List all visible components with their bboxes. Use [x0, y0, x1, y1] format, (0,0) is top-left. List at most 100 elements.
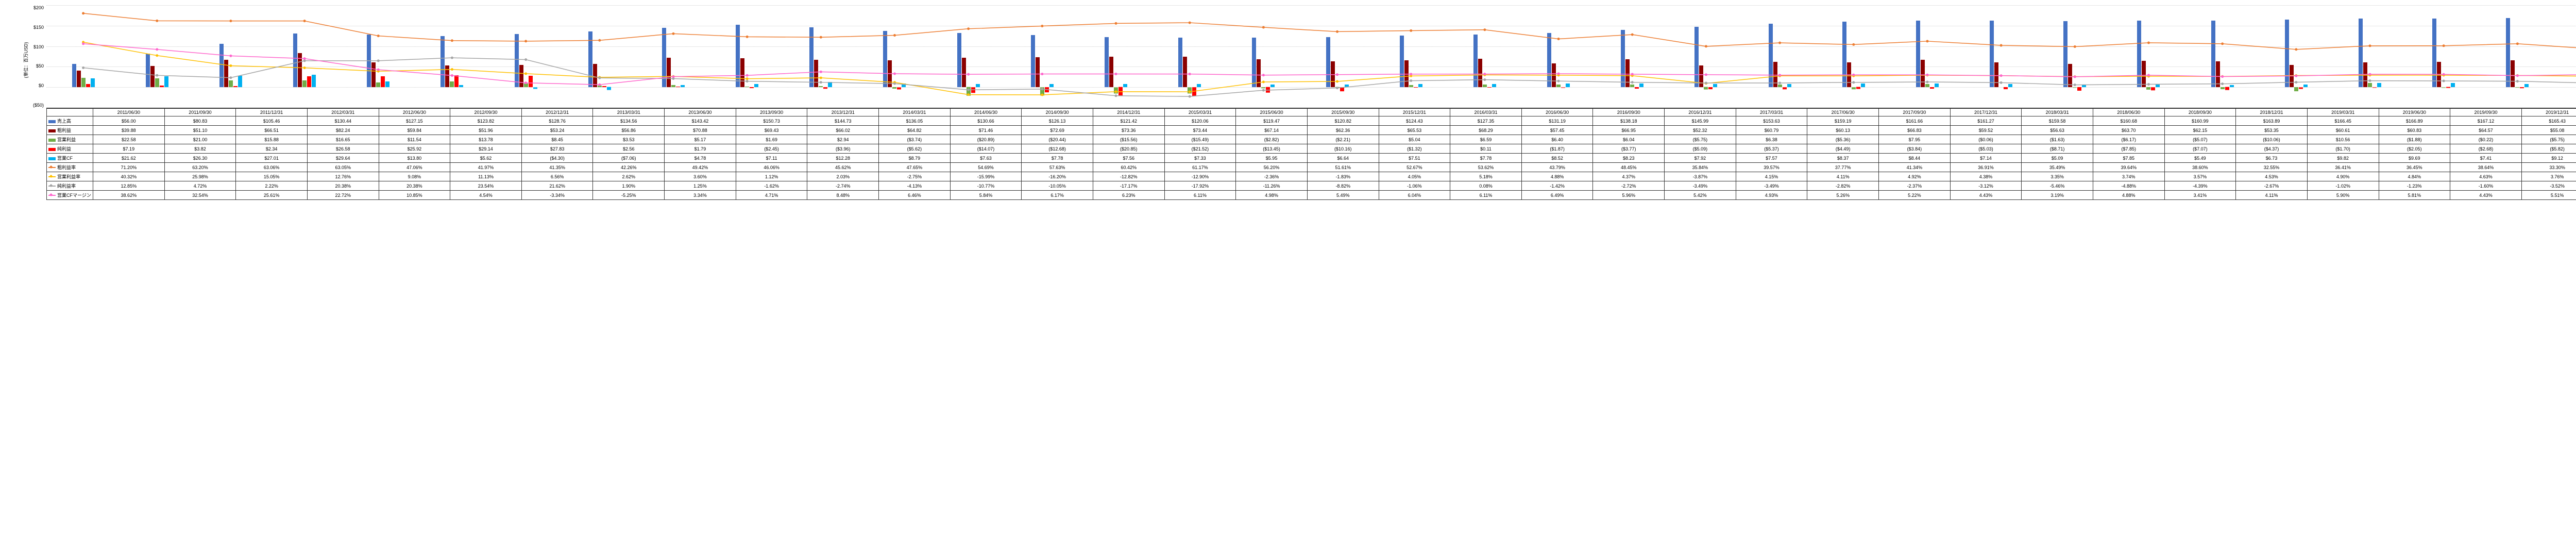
bar-gross — [371, 62, 376, 87]
data-cell: 41.35% — [521, 163, 593, 172]
data-cell: 5.90% — [2307, 191, 2379, 200]
data-cell: 3.35% — [2022, 172, 2093, 181]
data-cell: $1.79 — [665, 144, 736, 154]
table-row: 純利益$7.19$3.82$2.34$26.58$25.92$29.14$27.… — [47, 144, 2576, 154]
bar-net — [2225, 87, 2229, 90]
data-cell: $7.33 — [1164, 154, 1236, 163]
data-cell: ($14.07) — [950, 144, 1022, 154]
data-cell: $26.58 — [307, 144, 379, 154]
bar-ocf — [533, 87, 537, 89]
period-column — [1079, 5, 1153, 108]
data-cell: $51.96 — [450, 126, 522, 135]
period-header: 2014/09/30 — [1022, 109, 1093, 116]
period-header: 2011/12/31 — [236, 109, 308, 116]
period-header: 2016/03/31 — [1450, 109, 1522, 116]
data-cell: $60.83 — [2379, 126, 2450, 135]
table-row: 営業利益$22.58$21.00$15.88$16.65$11.54$13.78… — [47, 135, 2576, 144]
data-cell: ($15.56) — [1093, 135, 1164, 144]
data-cell: ($1.32) — [1379, 144, 1450, 154]
data-cell: $7.92 — [1665, 154, 1736, 163]
bar-gross — [888, 60, 892, 87]
data-cell: 11.13% — [450, 172, 522, 181]
data-cell: $66.95 — [1593, 126, 1665, 135]
bar-net — [2151, 87, 2155, 90]
data-cell: $60.79 — [1736, 126, 1807, 135]
bar-gross — [2437, 62, 2441, 87]
data-cell: $59.84 — [379, 126, 450, 135]
bar-revenue — [1400, 36, 1404, 87]
data-cell: -1.83% — [1307, 172, 1379, 181]
data-cell: $138.18 — [1593, 116, 1665, 126]
data-cell: 4.11% — [2236, 191, 2308, 200]
data-cell: $64.57 — [2450, 126, 2522, 135]
data-cell: 35.49% — [2022, 163, 2093, 172]
data-cell: 6.11% — [1164, 191, 1236, 200]
period-column — [1669, 5, 1743, 108]
data-cell: 37.77% — [1807, 163, 1879, 172]
data-cell: ($5.07) — [2164, 135, 2236, 144]
bar-ocf — [1197, 84, 1201, 87]
data-cell: $167.12 — [2450, 116, 2522, 126]
y-left-tick: $150 — [23, 25, 44, 30]
period-header: 2019/06/30 — [2379, 109, 2450, 116]
bar-op — [2221, 87, 2225, 89]
bar-ocf — [1049, 84, 1054, 87]
data-cell: 25.98% — [164, 172, 236, 181]
series-label: 営業CF — [47, 154, 93, 163]
data-cell: ($5.03) — [1950, 144, 2022, 154]
period-column — [1521, 5, 1595, 108]
period-column — [268, 5, 342, 108]
data-cell: ($7.06) — [593, 154, 665, 163]
bar-net — [823, 87, 827, 89]
data-cell: $57.45 — [1521, 126, 1593, 135]
data-cell: -10.77% — [950, 181, 1022, 191]
data-cell: -4.39% — [2164, 181, 2236, 191]
bar-revenue — [2137, 21, 2141, 87]
bar-op — [1852, 87, 1856, 89]
data-cell: $7.56 — [1093, 154, 1164, 163]
data-cell: $7.57 — [1736, 154, 1807, 163]
bar-revenue — [2211, 21, 2215, 87]
data-cell: 20.38% — [307, 181, 379, 191]
data-cell: $131.19 — [1521, 116, 1593, 126]
data-cell: 41.97% — [450, 163, 522, 172]
period-header: 2014/06/30 — [950, 109, 1022, 116]
data-cell: 60.42% — [1093, 163, 1164, 172]
bar-gross — [1552, 63, 1556, 87]
data-cell: ($4.37) — [2236, 144, 2308, 154]
data-cell: 38.62% — [93, 191, 165, 200]
data-cell: $161.66 — [1879, 116, 1951, 126]
data-cell: 6.46% — [879, 191, 951, 200]
data-cell: 47.06% — [379, 163, 450, 172]
period-column — [1596, 5, 1669, 108]
bar-op — [967, 87, 971, 96]
data-cell: 35.84% — [1665, 163, 1736, 172]
data-cell: 48.45% — [1593, 163, 1665, 172]
bar-ocf — [238, 76, 242, 87]
data-cell: $21.00 — [164, 135, 236, 144]
data-cell: -3.12% — [1950, 181, 2022, 191]
data-cell: $26.30 — [164, 154, 236, 163]
data-cell: -12.90% — [1164, 172, 1236, 181]
bar-ocf — [312, 75, 316, 87]
bar-op — [155, 78, 159, 87]
data-cell: 32.54% — [164, 191, 236, 200]
data-cell: $72.69 — [1022, 126, 1093, 135]
data-cell: $29.64 — [307, 154, 379, 163]
bar-ocf — [385, 81, 389, 87]
data-cell: -17.92% — [1164, 181, 1236, 191]
data-cell: $51.10 — [164, 126, 236, 135]
period-header: 2012/03/31 — [307, 109, 379, 116]
data-cell: 5.96% — [1593, 191, 1665, 200]
data-cell: $13.78 — [450, 135, 522, 144]
bar-net — [602, 86, 606, 87]
data-cell: $150.73 — [736, 116, 807, 126]
data-cell: -16.20% — [1022, 172, 1093, 181]
data-cell: 4.11% — [1807, 172, 1879, 181]
data-cell: 63.06% — [236, 163, 308, 172]
bar-net — [2004, 87, 2008, 89]
bar-ocf — [2524, 84, 2529, 87]
data-cell: ($12.68) — [1022, 144, 1093, 154]
bar-op — [1925, 84, 1929, 87]
bar-revenue — [219, 44, 224, 87]
